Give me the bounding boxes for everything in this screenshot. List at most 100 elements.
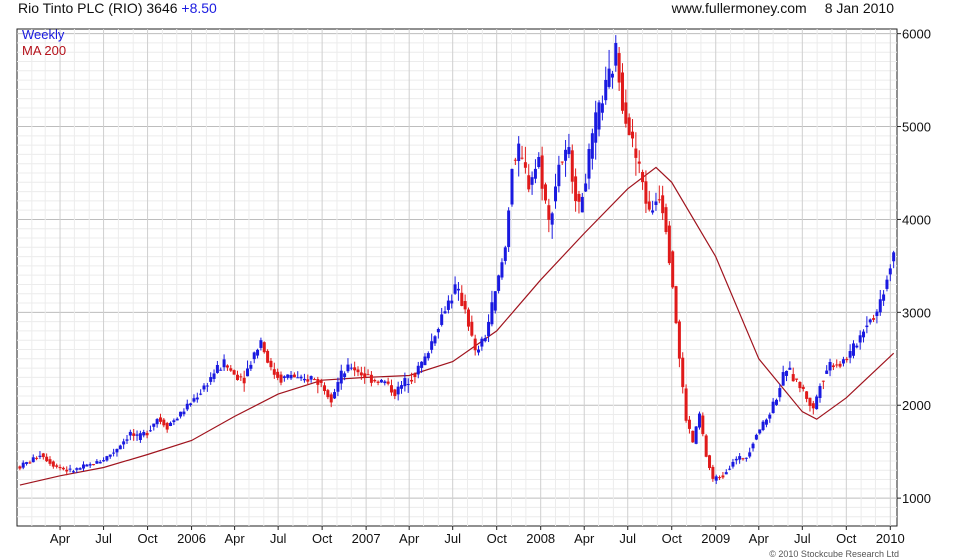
candle-body xyxy=(523,162,527,168)
candle-body xyxy=(443,311,447,314)
chart-axes: 1000 2000 3000 4000 5000 6000 Apr Jul Oct 2006 Apr… xyxy=(50,27,931,546)
candle-body xyxy=(112,452,116,454)
candle-body xyxy=(825,370,829,374)
candle-body xyxy=(165,422,169,430)
candle-body xyxy=(239,376,243,378)
x-tick-label: Apr xyxy=(574,531,595,546)
candle-body xyxy=(527,175,531,190)
candle-body xyxy=(95,461,99,464)
candle-body xyxy=(567,147,571,155)
candle-body xyxy=(430,341,434,350)
candle-body xyxy=(774,399,778,405)
candle-body xyxy=(517,143,521,162)
candle-body xyxy=(637,161,641,164)
candle-body xyxy=(125,439,129,441)
x-tick-label: Apr xyxy=(749,531,770,546)
candle-body xyxy=(205,385,209,387)
candle-body xyxy=(92,464,96,466)
candle-body xyxy=(694,426,698,444)
candle-body xyxy=(182,411,186,415)
x-tick-label: Oct xyxy=(137,531,158,546)
candle-body xyxy=(416,365,420,375)
candle-body xyxy=(714,476,718,481)
candle-body xyxy=(453,284,457,294)
candle-body xyxy=(851,343,855,356)
candle-body xyxy=(105,456,109,461)
site-link[interactable]: www.fullermoney.com xyxy=(671,0,807,16)
candle-body xyxy=(446,300,450,310)
y-tick-label: 2000 xyxy=(902,398,931,413)
candle-body xyxy=(256,349,260,356)
candle-body xyxy=(503,247,507,261)
candle-body xyxy=(697,413,701,428)
candle-body xyxy=(882,294,886,301)
candle-body xyxy=(771,401,775,414)
candle-body xyxy=(353,367,357,371)
candle-body xyxy=(868,319,872,323)
candle-body xyxy=(594,112,598,143)
candle-body xyxy=(661,195,665,214)
candle-body xyxy=(78,468,82,470)
candle-body xyxy=(61,467,65,470)
candle-body xyxy=(533,168,537,179)
candle-body xyxy=(396,386,400,395)
candle-body xyxy=(333,392,337,399)
candle-body xyxy=(490,302,494,325)
candle-body xyxy=(631,131,635,139)
candle-body xyxy=(108,454,112,457)
candle-body xyxy=(212,373,216,379)
y-tick-label: 3000 xyxy=(902,305,931,320)
candle-body xyxy=(349,367,353,369)
candle-body xyxy=(828,362,832,371)
x-tick-label: 2008 xyxy=(526,531,555,546)
candle-body xyxy=(821,380,825,382)
candle-body xyxy=(45,456,49,462)
candle-body xyxy=(587,149,591,179)
candle-body xyxy=(169,422,173,427)
candle-body xyxy=(235,374,239,381)
candle-body xyxy=(329,394,333,403)
candle-body xyxy=(286,374,290,378)
candle-body xyxy=(751,443,755,449)
candle-body xyxy=(55,465,59,467)
moving-average-series xyxy=(19,166,895,486)
candle-body xyxy=(473,338,477,351)
candle-body xyxy=(681,357,685,388)
candle-body xyxy=(31,457,35,463)
candle-body xyxy=(215,364,219,373)
candle-body xyxy=(406,384,410,386)
candle-body xyxy=(754,434,758,440)
candle-body xyxy=(664,207,668,233)
candle-body xyxy=(242,377,246,384)
candle-body xyxy=(550,213,554,225)
candle-body xyxy=(480,338,484,347)
y-tick-label: 6000 xyxy=(902,27,931,42)
candle-body xyxy=(440,314,444,325)
candle-body xyxy=(610,73,614,78)
candle-body xyxy=(584,183,588,192)
candle-body xyxy=(152,423,156,427)
candle-body xyxy=(81,464,85,469)
candle-body xyxy=(162,419,166,426)
candle-body xyxy=(607,68,611,87)
candle-body xyxy=(336,382,340,392)
candle-body xyxy=(309,376,313,380)
candle-body xyxy=(28,462,32,464)
chart-date: 8 Jan 2010 xyxy=(824,0,894,16)
candle-body xyxy=(510,168,514,205)
candle-body xyxy=(677,321,681,359)
candle-body xyxy=(543,184,547,201)
candle-body xyxy=(403,378,407,387)
candle-body xyxy=(450,300,454,304)
candle-body xyxy=(363,373,367,378)
candle-body xyxy=(145,433,149,436)
candle-body xyxy=(456,288,460,291)
candle-body xyxy=(477,349,481,353)
candle-body xyxy=(21,462,25,468)
x-tick-label: 2006 xyxy=(177,531,206,546)
candle-body xyxy=(617,53,621,83)
candle-body xyxy=(102,460,106,462)
candle-body xyxy=(463,301,467,310)
candle-body xyxy=(155,419,159,425)
candle-body xyxy=(885,279,889,289)
